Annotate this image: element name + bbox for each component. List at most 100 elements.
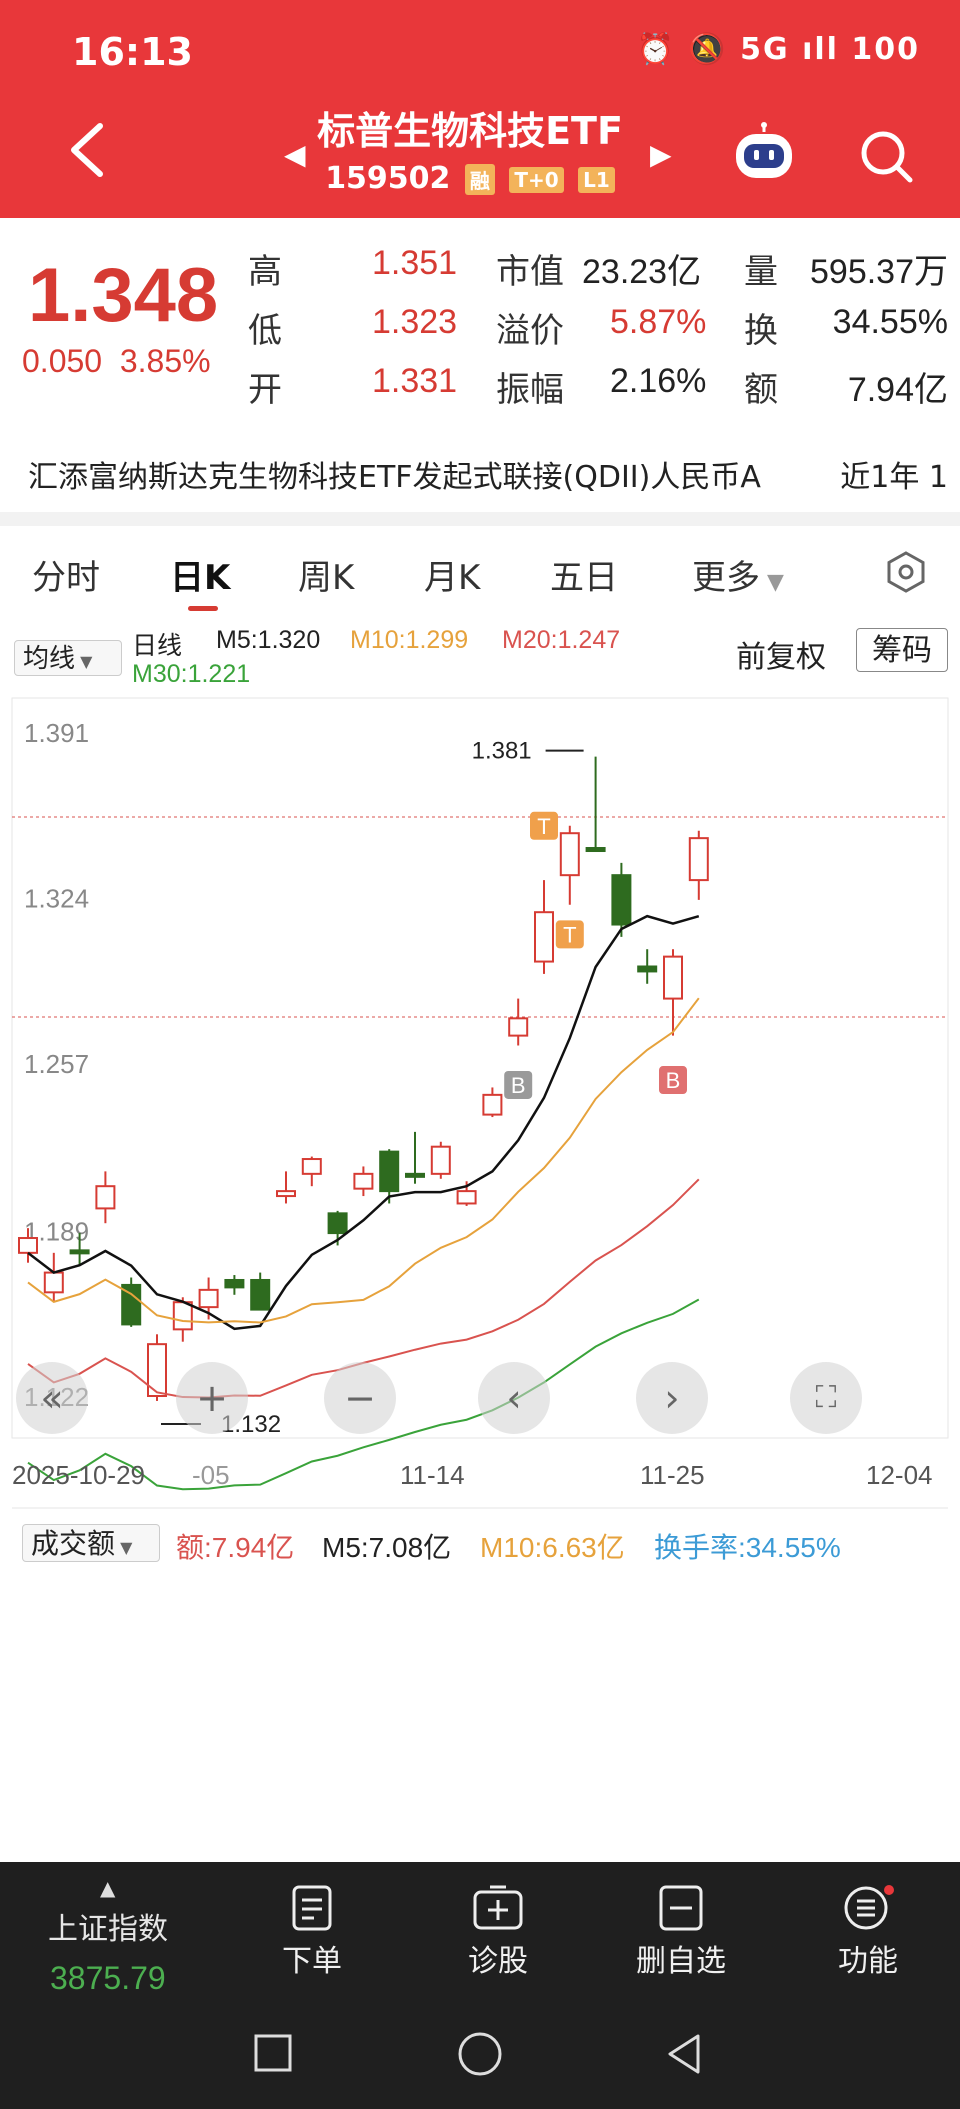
t0-tag: T+0 <box>509 166 564 193</box>
candle-body <box>95 1185 116 1210</box>
volume-indicator-select[interactable]: 成交额 ▼ <box>22 1524 160 1562</box>
diagnose-icon <box>473 1885 523 1930</box>
price-change: 0.050 3.85% <box>22 343 211 380</box>
fund-return-period: 近1年 1 <box>840 460 948 495</box>
candle-body <box>611 874 632 926</box>
open-value: 1.331 <box>372 362 458 400</box>
volume-m5: M5:7.08亿 <box>322 1532 452 1563</box>
volume-value: 595.37万 <box>810 253 948 291</box>
recent-apps-icon[interactable] <box>252 2032 294 2074</box>
functions-button[interactable]: 功能 <box>818 1884 918 1980</box>
date-label-5: 12-04 <box>866 1460 933 1490</box>
remove-watchlist-button[interactable]: 删自选 <box>626 1884 736 1980</box>
home-icon[interactable] <box>456 2030 504 2078</box>
candle-body <box>327 1212 348 1235</box>
linked-fund-name[interactable]: 汇添富纳斯达克生物科技ETF发起式联接(QDII)人民币A <box>28 460 761 495</box>
tab-daily-k[interactable]: 日K <box>170 558 231 598</box>
volume-m10: M10:6.63亿 <box>480 1532 625 1563</box>
turnover-label: 换 <box>744 312 778 350</box>
candle-body <box>508 1017 529 1037</box>
index-name[interactable]: 上证指数 <box>48 1912 168 1947</box>
tab-more-label: 更多 <box>692 558 760 598</box>
remove-icon <box>659 1885 703 1931</box>
hexagon-settings-icon[interactable] <box>884 550 928 594</box>
signal-t-top-text: T <box>537 814 550 839</box>
amplitude-value: 2.16% <box>610 362 707 400</box>
chevron-down-icon: ▼ <box>760 570 784 595</box>
open-label: 开 <box>248 371 282 409</box>
candle-body <box>147 1343 167 1398</box>
signal-b-right-box <box>659 1066 687 1095</box>
candle-body <box>198 1288 219 1309</box>
back-nav-icon[interactable] <box>662 2030 706 2078</box>
back-arrow-icon[interactable] <box>62 120 110 180</box>
ma10-line <box>27 997 700 1324</box>
low-value: 1.323 <box>372 303 458 341</box>
zoom-in-button[interactable]: + <box>176 1362 248 1434</box>
robot-assistant-icon[interactable] <box>730 122 798 182</box>
amplitude-label: 振幅 <box>496 371 564 409</box>
candle-body <box>250 1278 271 1311</box>
prev-stock-button[interactable]: ◀ <box>284 138 306 171</box>
y-tick-1: 1.324 <box>24 883 89 913</box>
signal-t-bottom-text: T <box>563 922 576 947</box>
amount-value: 7.94亿 <box>847 371 948 409</box>
candle-body <box>353 1172 374 1190</box>
index-value: 3875.79 <box>50 1960 166 1996</box>
signal-b-right-text: B <box>666 1068 681 1093</box>
tab-monthly-k[interactable]: 月K <box>424 558 481 598</box>
zoom-out-button[interactable]: − <box>324 1362 396 1434</box>
tab-more[interactable]: 更多 ▼ <box>692 550 784 599</box>
chip-distribution-button[interactable]: 筹码 <box>856 628 948 672</box>
chart-grid <box>11 697 949 1509</box>
mktcap-value: 23.23亿 <box>582 253 702 291</box>
tab-five-day[interactable]: 五日 <box>550 558 618 598</box>
candle-body <box>172 1301 193 1331</box>
candle-body <box>276 1190 296 1198</box>
ma-indicator-select[interactable]: 均线 ▼ <box>14 640 122 676</box>
next-stock-button[interactable]: ▶ <box>650 138 672 171</box>
y-tick-2: 1.257 <box>24 1049 89 1079</box>
search-icon[interactable] <box>856 126 916 186</box>
date-label-2: -05 <box>192 1460 230 1490</box>
candle-body <box>456 1190 477 1205</box>
trade-signals: T T B B <box>504 811 687 1099</box>
volume-amount: 额:7.94亿 <box>176 1532 295 1563</box>
date-label-3: 11-14 <box>400 1460 465 1490</box>
high-value: 1.351 <box>372 244 458 282</box>
tab-intraday[interactable]: 分时 <box>32 558 100 598</box>
adjust-mode-label[interactable]: 前复权 <box>736 640 826 675</box>
date-label-4: 11-25 <box>640 1460 705 1490</box>
fullscreen-button[interactable]: ⛶ <box>790 1362 862 1434</box>
order-button[interactable]: 下单 <box>262 1884 362 1980</box>
diagnose-button[interactable]: 诊股 <box>448 1884 548 1980</box>
expand-up-icon[interactable]: ▲ <box>100 1876 116 1900</box>
tab-weekly-k[interactable]: 周K <box>298 558 355 598</box>
turnover-rate-label: 换手率:34.55% <box>654 1526 841 1566</box>
margin-tag: 融 <box>464 164 495 195</box>
change-percent: 3.85% <box>119 343 211 379</box>
moving-average-lines <box>27 914 700 1491</box>
plus-icon: + <box>196 1376 228 1420</box>
y-tick-0: 1.391 <box>24 718 89 748</box>
double-chevron-left-icon: « <box>40 1376 64 1420</box>
candle-body <box>534 911 554 963</box>
candle-body <box>405 1172 425 1178</box>
low-label: 低 <box>248 312 282 350</box>
l1-tag: L1 <box>578 166 615 193</box>
chevron-right-icon: › <box>664 1376 680 1420</box>
candlesticks <box>18 756 709 1401</box>
scroll-right-button[interactable]: › <box>636 1362 708 1434</box>
turnover-rate-value: 换手率:34.55% <box>654 1532 841 1563</box>
stock-code-row: 159502 融 T+0 L1 <box>280 161 660 196</box>
candle-body <box>121 1283 142 1326</box>
premium-label: 溢价 <box>496 312 564 350</box>
order-label: 下单 <box>282 1944 342 1979</box>
stock-title: 标普生物科技ETF 159502 融 T+0 L1 <box>280 100 660 196</box>
scroll-left-button[interactable]: ‹ <box>478 1362 550 1434</box>
ma-select-label: 均线 <box>23 644 76 674</box>
candle-body <box>379 1150 400 1193</box>
scroll-left-fast-button[interactable]: « <box>16 1362 88 1434</box>
diagnose-label: 诊股 <box>468 1944 528 1979</box>
